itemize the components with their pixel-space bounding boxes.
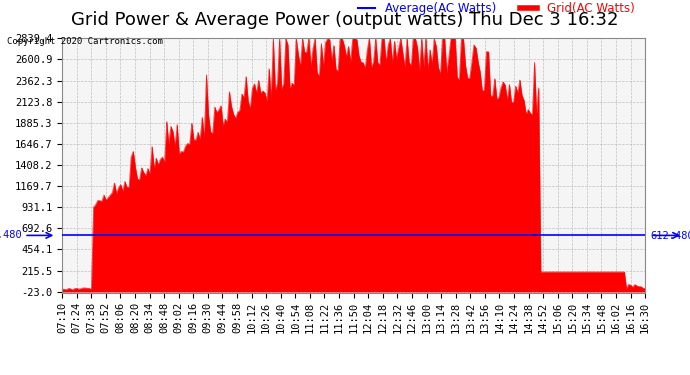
Legend: Average(AC Watts), Grid(AC Watts): Average(AC Watts), Grid(AC Watts): [353, 0, 639, 20]
Text: Grid Power & Average Power (output watts) Thu Dec 3 16:32: Grid Power & Average Power (output watts…: [71, 11, 619, 29]
Text: 612.480: 612.480: [0, 230, 23, 240]
Text: Copyright 2020 Cartronics.com: Copyright 2020 Cartronics.com: [7, 38, 163, 46]
